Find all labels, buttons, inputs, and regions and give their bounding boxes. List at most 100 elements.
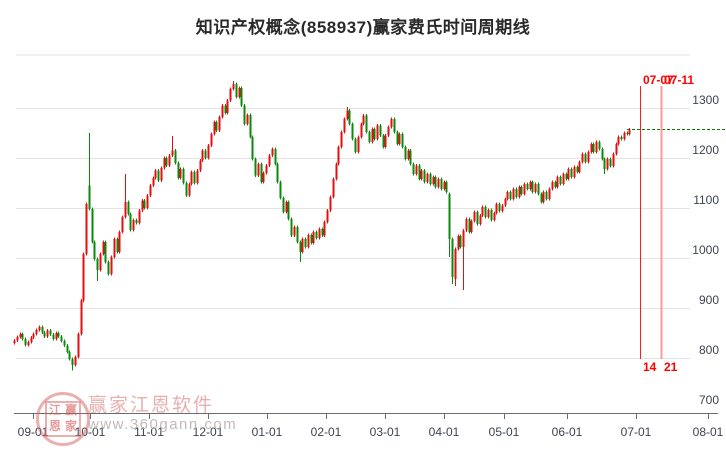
candle-up (27, 342, 30, 345)
candle-up (77, 334, 80, 357)
candle-down (24, 339, 27, 345)
candle-down (490, 210, 493, 220)
candle-down (565, 174, 568, 179)
candle-down (576, 167, 579, 172)
candle-down (368, 132, 371, 142)
candle-down (498, 204, 501, 211)
candle-down (373, 129, 376, 139)
x-axis-label: 09-01 (18, 425, 49, 439)
y-axis-label: 1000 (692, 243, 719, 257)
candle-down (409, 150, 412, 164)
candle-up (384, 135, 387, 147)
candle-down (603, 159, 606, 169)
candle-up (415, 165, 418, 174)
candle-down (116, 239, 119, 252)
candle-up (340, 132, 343, 147)
candle-up (371, 129, 374, 142)
candle-down (584, 154, 587, 162)
fib-date-label: 07-11 (664, 73, 694, 87)
candle-down (540, 194, 543, 202)
candle-down (91, 209, 94, 242)
candle-down (299, 242, 302, 252)
candle-down (235, 84, 238, 97)
candle-up (595, 142, 598, 152)
candle-up (581, 154, 584, 162)
candle-up (46, 330, 49, 337)
candle-down (554, 182, 557, 187)
candle-up (465, 219, 468, 231)
y-axis-label: 800 (699, 343, 719, 357)
candle-down (509, 192, 512, 199)
candle-up (154, 170, 157, 178)
candle-up (628, 129, 631, 134)
candle-down (620, 137, 623, 139)
x-axis-label: 07-01 (621, 425, 652, 439)
candle-up (82, 254, 85, 301)
candle-up (323, 222, 326, 236)
x-axis-label: 10-01 (75, 425, 106, 439)
candle-down (476, 212, 479, 224)
candle-up (362, 115, 365, 124)
candle-up (590, 144, 593, 152)
candle-down (526, 184, 529, 189)
candle-up (171, 150, 174, 156)
candle-up (179, 169, 182, 178)
candle-up (221, 105, 224, 117)
candle-down (71, 359, 74, 365)
candle-up (196, 170, 199, 183)
candle-down (451, 239, 454, 277)
candle-down (448, 194, 451, 239)
candle-up (487, 210, 490, 217)
candle-up (337, 147, 340, 164)
candle-down (515, 189, 518, 197)
candle-up (551, 182, 554, 189)
candle-up (124, 202, 127, 217)
candle-up (238, 88, 241, 97)
candle-up (587, 152, 590, 162)
candle-down (274, 149, 277, 164)
candle-up (390, 119, 393, 127)
candle-down (21, 334, 24, 339)
candle-down (243, 105, 246, 124)
candle-down (609, 159, 612, 166)
candle-down (107, 262, 110, 274)
candle-down (240, 88, 243, 106)
candle-up (426, 174, 429, 182)
candle-up (506, 192, 509, 199)
candle-up (19, 334, 22, 337)
candle-up (262, 173, 265, 182)
candle-up (432, 177, 435, 184)
candle-up (132, 220, 135, 230)
candle-up (146, 195, 149, 208)
candle-down (379, 125, 382, 136)
fib-date-label: 07-07 (643, 73, 674, 87)
candle-up (548, 189, 551, 199)
x-axis-label: 03-01 (370, 425, 401, 439)
candle-down (57, 333, 60, 337)
candle-up (318, 229, 321, 238)
candle-down (429, 174, 432, 184)
candle-up (160, 168, 163, 181)
candle-down (157, 170, 160, 181)
candle-down (224, 105, 227, 113)
candle-down (396, 132, 399, 144)
candle-down (348, 110, 351, 124)
candle-up (80, 300, 83, 334)
candle-up (246, 115, 249, 124)
candle-up (481, 207, 484, 216)
candle-up (13, 340, 16, 343)
candle-down (254, 159, 257, 176)
candle-up (55, 333, 58, 339)
candle-up (188, 184, 191, 196)
candle-up (501, 205, 504, 211)
x-axis-label: 01-01 (252, 425, 283, 439)
y-axis-label: 700 (699, 393, 719, 407)
candle-up (606, 159, 609, 169)
chart-title: 知识产权概念(858937)赢家费氏时间周期线 (195, 18, 531, 37)
candle-up (556, 177, 559, 187)
fib-number-label: 21 (664, 360, 678, 374)
candle-down (260, 164, 263, 182)
candle-up (407, 150, 410, 159)
candle-up (85, 204, 88, 254)
candle-down (88, 185, 91, 209)
